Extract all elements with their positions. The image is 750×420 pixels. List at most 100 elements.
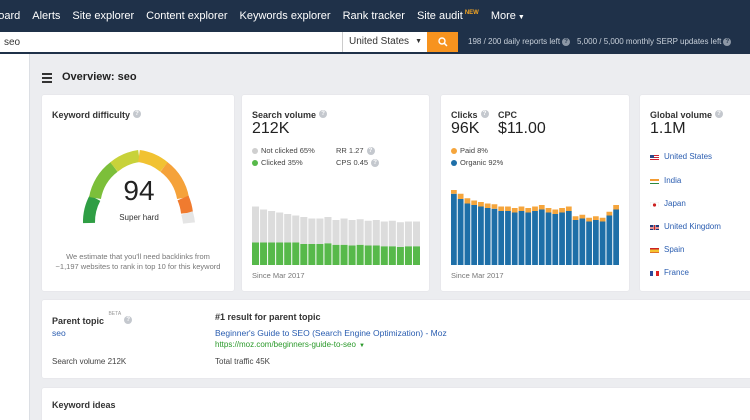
country-item-spain[interactable]: Spain [650, 245, 684, 254]
nav-site-audit[interactable]: Site audit NEW [417, 10, 479, 22]
organic-text: Organic 92% [460, 158, 504, 167]
clicks-bar-lower [538, 209, 545, 265]
help-icon[interactable]: ? [723, 37, 732, 46]
search-volume-header: Search volume? [252, 105, 328, 123]
search-volume-bar-lower [292, 242, 300, 265]
clicks-bar-lower [599, 221, 606, 265]
us-flag-icon [650, 154, 659, 160]
help-icon[interactable]: ? [562, 37, 571, 46]
clicks-value: 96K [451, 120, 480, 137]
top-result-url[interactable]: https://moz.com/beginners-guide-to-seo ▼ [215, 340, 365, 349]
nav-site-explorer[interactable]: Site explorer [72, 10, 135, 22]
search-volume-bar-lower [340, 244, 348, 265]
country-item-uk[interactable]: United Kingdom [650, 222, 721, 231]
clicks-bar-upper [613, 205, 619, 210]
top-result-total-traffic: Total traffic 45K [215, 357, 270, 366]
difficulty-score: 94 [123, 175, 155, 206]
nav-dashboard[interactable]: hboard [0, 10, 21, 22]
search-volume-bar-lower [356, 244, 364, 265]
clicks-since: Since Mar 2017 [451, 271, 504, 280]
clicks-bar-lower [606, 215, 613, 265]
uk-flag-icon [650, 224, 659, 230]
clicks-bar-lower [579, 218, 586, 265]
clicks-chart [451, 190, 619, 265]
difficulty-description: We estimate that you'll need backlinks f… [55, 252, 221, 271]
top-navigation: hboard Alerts Site explorer Content expl… [0, 0, 750, 32]
search-volume-bar-upper [404, 221, 412, 247]
help-icon[interactable]: ? [319, 109, 328, 118]
japan-flag-icon [650, 201, 659, 207]
help-icon[interactable]: ? [715, 109, 724, 118]
clicks-bar-upper [606, 211, 613, 216]
global-volume-header: Global volume? [650, 105, 724, 123]
france-flag-icon [650, 270, 659, 276]
nav-keywords-explorer[interactable]: Keywords explorer [239, 10, 331, 22]
search-volume-chart [252, 206, 420, 265]
clicks-bar-lower [451, 193, 457, 265]
help-icon[interactable]: ? [366, 147, 375, 156]
search-volume-bar-lower [388, 246, 396, 265]
help-icon[interactable]: ? [133, 109, 142, 118]
parent-topic-card: Parent topic BETA? seo Search volume 212… [42, 300, 750, 378]
parent-topic-search-volume: Search volume 212K [52, 357, 127, 366]
parent-topic-title: Parent topic [52, 316, 105, 326]
keyword-ideas-title: Keyword ideas [52, 400, 116, 410]
search-input[interactable] [0, 32, 342, 52]
keyword-ideas-card: Keyword ideas [42, 388, 750, 420]
chevron-down-icon: ▼ [517, 14, 525, 21]
help-icon[interactable]: ? [480, 109, 489, 118]
serp-updates-limit: 5,000 / 5,000 monthly SERP updates left? [577, 32, 732, 52]
search-icon [437, 37, 448, 47]
clicks-bar-lower [498, 211, 505, 265]
difficulty-label: Super hard [119, 213, 159, 222]
country-item-us[interactable]: United States [650, 152, 712, 161]
search-volume-bar-upper [364, 220, 372, 246]
cps-metric: CPS 0.45? [336, 158, 380, 168]
search-volume-bar-lower [276, 242, 284, 265]
nav-more-label: More [490, 10, 516, 22]
clicks-bar-upper [478, 202, 484, 207]
legend-dot [252, 160, 258, 167]
search-button[interactable] [427, 32, 458, 52]
country-item-india[interactable]: India [650, 176, 681, 185]
search-volume-bar-upper [284, 214, 292, 243]
clicks-bar-upper [451, 190, 457, 194]
nav-rank-tracker[interactable]: Rank tracker [342, 10, 405, 22]
clicked-legend: Clicked 35% [252, 158, 303, 167]
nav-content-explorer[interactable]: Content explorer [146, 10, 228, 22]
keyword-difficulty-card: Keyword difficulty? 94 Super hard We est… [42, 95, 234, 291]
spain-flag-icon [650, 247, 659, 253]
clicks-bar-upper [559, 208, 565, 213]
keyword-difficulty-header: Keyword difficulty? [52, 105, 142, 123]
clicks-bar-upper [525, 208, 532, 213]
clicks-bar-lower [505, 211, 511, 265]
help-icon[interactable]: ? [124, 315, 133, 324]
search-volume-bar-upper [372, 220, 380, 246]
search-volume-bar-lower [260, 242, 268, 265]
country-item-france[interactable]: France [650, 268, 689, 277]
top-result-link[interactable]: Beginner's Guide to SEO (Search Engine O… [215, 328, 447, 338]
clicks-bar-lower [552, 214, 559, 265]
search-volume-card: Search volume? 212K Not clicked 65% Clic… [242, 95, 429, 291]
search-volume-bar-upper [252, 206, 260, 243]
clicks-bar-lower [586, 221, 592, 265]
parent-topic-keyword-link[interactable]: seo [52, 328, 66, 338]
nav-more[interactable]: More ▼ [491, 10, 525, 22]
menu-icon[interactable] [42, 73, 52, 85]
clicks-bar-upper [457, 193, 464, 199]
clicks-bar-upper [565, 206, 572, 211]
clicks-bar-lower [518, 211, 525, 265]
beta-badge: BETA [108, 311, 122, 317]
search-volume-bar-upper [396, 222, 404, 247]
clicks-bar-upper [532, 206, 538, 211]
clicks-bar-lower [545, 212, 552, 265]
help-icon[interactable]: ? [371, 159, 380, 168]
country-select-value: United States [349, 36, 410, 47]
clicks-bar-upper [538, 205, 545, 210]
chevron-down-icon: ▼ [415, 38, 422, 45]
nav-alerts[interactable]: Alerts [32, 10, 61, 22]
search-volume-bar-lower [300, 244, 308, 265]
country-select[interactable]: United States ▼ [342, 32, 427, 52]
search-volume-bar-upper [356, 219, 364, 245]
country-item-japan[interactable]: Japan [650, 199, 686, 208]
